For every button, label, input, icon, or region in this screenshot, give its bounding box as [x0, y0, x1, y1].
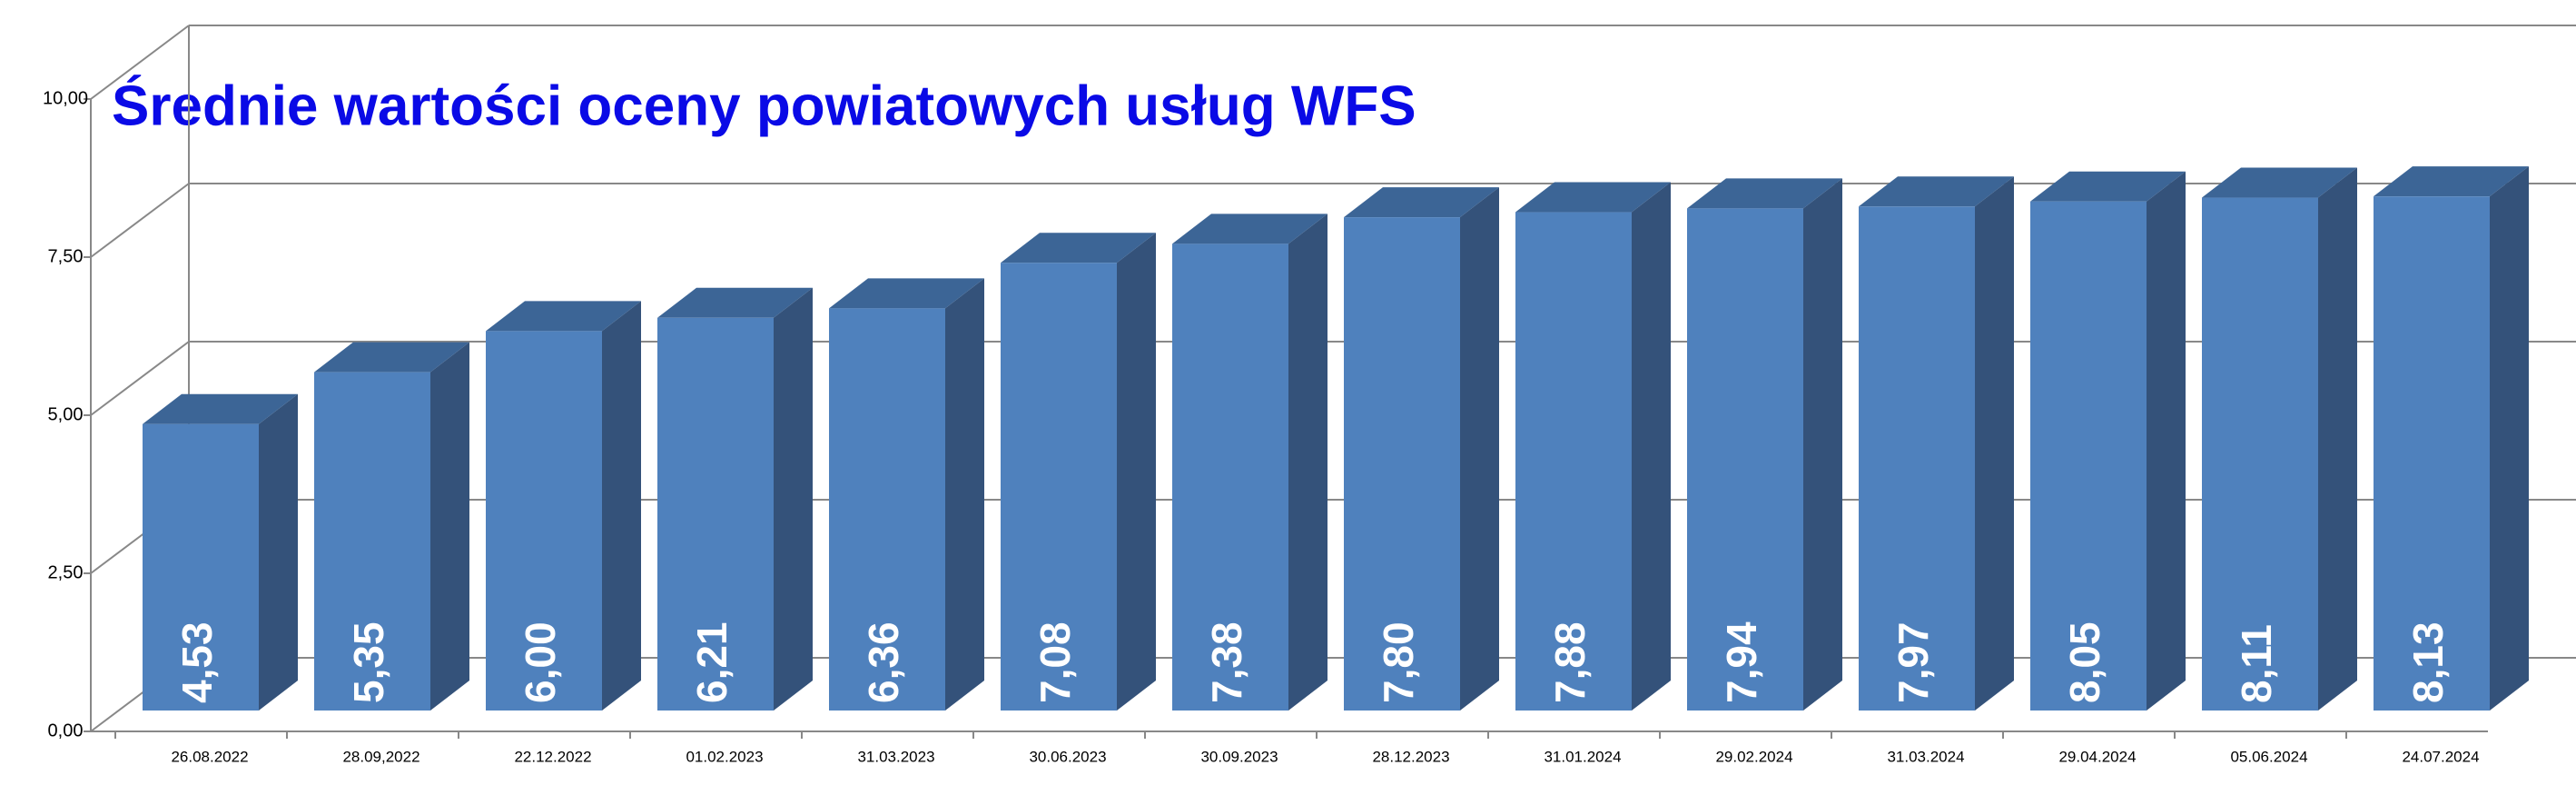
- x-tick-label: 22.12.2022: [514, 748, 591, 765]
- x-tick-label: 24.07.2024: [2402, 748, 2479, 765]
- x-tick-label: 28.12.2023: [1372, 748, 1449, 765]
- value-label: 6,00: [517, 621, 564, 703]
- x-tick-label: 05.06.2024: [2230, 748, 2307, 765]
- bar-front: [486, 331, 602, 711]
- bar-top: [2030, 171, 2186, 202]
- bar-side: [1460, 187, 1499, 711]
- value-label: 7,88: [1546, 621, 1594, 703]
- value-label: 7,94: [1718, 621, 1765, 703]
- x-tick-label: 29.02.2024: [1715, 748, 1792, 765]
- bar-top: [1001, 233, 1156, 263]
- y-tick-label: 10,00: [43, 88, 88, 108]
- x-tick-label: 30.06.2023: [1029, 748, 1106, 765]
- grid-line: [90, 25, 190, 100]
- bar: [1859, 176, 2014, 711]
- value-label: 8,05: [2061, 621, 2108, 703]
- value-label: 5,35: [345, 621, 392, 703]
- bar-front: [2202, 197, 2318, 711]
- y-tick-label: 2,50: [48, 562, 84, 582]
- bar-front: [1515, 212, 1632, 711]
- bar-front: [1344, 217, 1460, 711]
- value-label: 7,38: [1203, 621, 1250, 703]
- bar: [486, 301, 641, 711]
- bar-front: [829, 308, 945, 711]
- bar: [2030, 171, 2186, 711]
- chart-title: Średnie wartości oceny powiatowych usług…: [112, 75, 1416, 137]
- bar-top: [143, 393, 298, 424]
- bar-side: [1288, 214, 1327, 711]
- x-tick-label: 26.08.2022: [171, 748, 248, 765]
- bar-front: [1001, 263, 1117, 711]
- bar-top: [314, 342, 469, 373]
- grid-line: [90, 341, 190, 416]
- y-tick-label: 0,00: [48, 720, 84, 740]
- bar: [1344, 187, 1499, 711]
- bar-top: [829, 278, 984, 309]
- bar-side: [945, 278, 984, 711]
- bar: [657, 287, 813, 711]
- bar-front: [2374, 196, 2490, 711]
- bar-side: [774, 287, 813, 711]
- y-tick-label: 5,00: [48, 404, 84, 424]
- bar-side: [2318, 167, 2357, 711]
- bar: [1515, 182, 1671, 711]
- bar: [1172, 214, 1327, 711]
- bar-top: [2202, 167, 2357, 198]
- bar: [1001, 233, 1156, 711]
- bar-top: [1687, 178, 1842, 209]
- value-label: 7,97: [1890, 621, 1937, 703]
- value-label: 6,21: [688, 621, 735, 703]
- x-tick-label: 01.02.2023: [686, 748, 763, 765]
- x-tick-label: 31.03.2024: [1887, 748, 1964, 765]
- grid-line: [90, 183, 190, 258]
- x-tick-label: 28.09,2022: [342, 748, 419, 765]
- bar-top: [1859, 176, 2014, 207]
- bar-front: [1859, 206, 1975, 711]
- bar-top: [1172, 214, 1327, 244]
- value-label: 4,53: [173, 621, 221, 703]
- value-label: 8,13: [2404, 621, 2452, 703]
- bar-side: [1632, 182, 1671, 711]
- value-label: 8,11: [2233, 624, 2280, 703]
- x-tick-label: 30.09.2023: [1200, 748, 1278, 765]
- bar: [2374, 166, 2529, 711]
- bar-side: [259, 393, 298, 711]
- bar: [143, 393, 298, 711]
- bar: [829, 278, 984, 711]
- bar-side: [1803, 178, 1842, 711]
- bar-top: [657, 287, 813, 318]
- y-tick-label: 7,50: [48, 246, 84, 266]
- bar-front: [314, 372, 430, 711]
- x-tick-label: 31.03.2023: [857, 748, 934, 765]
- bar: [314, 342, 469, 711]
- x-tick-label: 29.04.2024: [2058, 748, 2136, 765]
- bar-front: [1172, 243, 1288, 711]
- bar-side: [430, 342, 469, 711]
- bar-side: [1117, 233, 1156, 711]
- bar-front: [1687, 208, 1803, 711]
- bar: [2202, 167, 2357, 711]
- bar-side: [2490, 166, 2529, 711]
- value-label: 7,08: [1031, 621, 1079, 703]
- bar-front: [2030, 201, 2147, 711]
- bar-side: [602, 301, 641, 711]
- bar-front: [657, 317, 774, 711]
- value-label: 6,36: [860, 621, 907, 703]
- bar-side: [1975, 176, 2014, 711]
- bar-top: [2374, 166, 2529, 197]
- bar-top: [1344, 187, 1499, 218]
- bar-front: [143, 423, 259, 711]
- x-tick-label: 31.01.2024: [1544, 748, 1621, 765]
- bar: [1687, 178, 1842, 711]
- bar-side: [2147, 171, 2186, 711]
- bar-top: [486, 301, 641, 332]
- bar-top: [1515, 182, 1671, 213]
- value-label: 7,80: [1375, 621, 1422, 703]
